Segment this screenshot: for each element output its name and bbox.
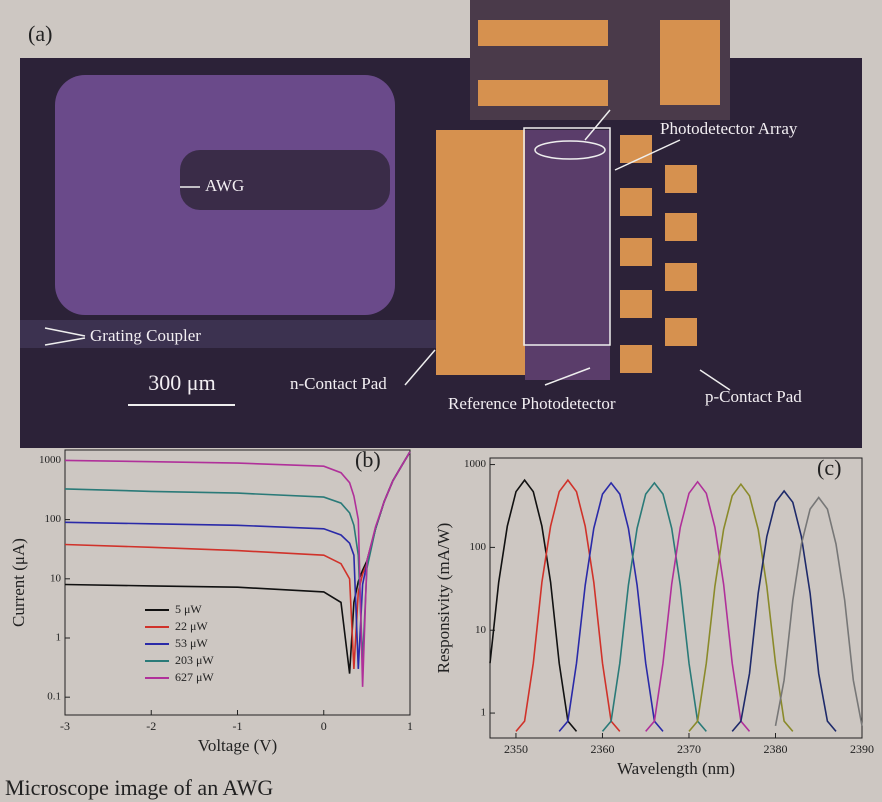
x-tick-label: 0 [321, 719, 327, 733]
y-tick-label: 100 [45, 513, 62, 525]
legend-label: 53 μW [175, 636, 208, 650]
x-tick-label: -3 [60, 719, 70, 733]
y-tick-label: 100 [470, 541, 487, 553]
x-tick-label: 2390 [850, 742, 874, 756]
legend-label: 5 μW [175, 602, 202, 616]
y-tick-label: 1 [56, 632, 62, 644]
x-axis-label: Voltage (V) [198, 736, 277, 755]
pd-array-label: Photodetector Array [660, 119, 798, 138]
y-tick-label: 10 [50, 572, 62, 584]
scale-bar-label: 300 μm [148, 370, 215, 395]
panel-label: (c) [817, 455, 841, 480]
x-tick-label: -1 [233, 719, 243, 733]
x-axis-label: Wavelength (nm) [617, 759, 735, 778]
caption: Microscope image of an AWG [5, 775, 273, 800]
panel-label: (b) [355, 447, 381, 472]
micrograph: AWG Grating Coupler 300 μm n-Contact Pad… [20, 0, 862, 448]
x-tick-label: 2370 [677, 742, 701, 756]
legend-label: 627 μW [175, 670, 214, 684]
p-contact-label: p-Contact Pad [705, 387, 802, 406]
y-tick-label: 1 [481, 707, 487, 719]
awg-label: AWG [205, 176, 244, 195]
page: AWG Grating Coupler 300 μm n-Contact Pad… [0, 0, 882, 802]
panel-label: (a) [28, 21, 52, 46]
y-tick-label: 1000 [39, 454, 62, 466]
x-tick-label: 2380 [763, 742, 787, 756]
y-tick-label: 0.1 [47, 691, 61, 703]
legend-label: 203 μW [175, 653, 214, 667]
legend-label: 22 μW [175, 619, 208, 633]
grating-label: Grating Coupler [90, 326, 201, 345]
y-axis-label: Responsivity (mA/W) [434, 523, 453, 674]
x-tick-label: -2 [146, 719, 156, 733]
y-tick-label: 1000 [464, 458, 487, 470]
x-tick-label: 2360 [590, 742, 614, 756]
x-tick-label: 1 [407, 719, 413, 733]
y-axis-label: Current (μA) [9, 538, 28, 627]
n-contact-label: n-Contact Pad [290, 374, 387, 393]
y-tick-label: 10 [475, 624, 487, 636]
x-tick-label: 2350 [504, 742, 528, 756]
reference-label: Reference Photodetector [448, 394, 616, 413]
